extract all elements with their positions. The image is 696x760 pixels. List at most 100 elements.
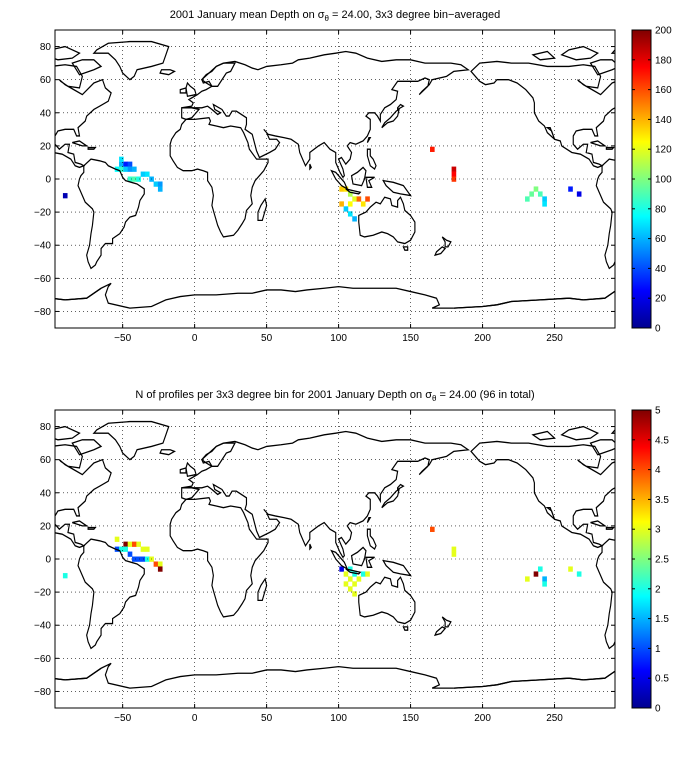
y-tick-label: −40 (34, 241, 51, 252)
colorbar-tick-label: 3 (655, 525, 661, 536)
y-tick-label: 60 (40, 455, 52, 466)
y-tick-label: −20 (34, 588, 51, 599)
data-cell (430, 146, 435, 152)
colorbar-tick-label: 0 (655, 704, 661, 715)
data-cell (132, 541, 137, 547)
chart-title: N of profiles per 3x3 degree bin for 200… (135, 389, 534, 403)
colorbar-tick-label: 3.5 (655, 495, 669, 506)
colorbar-tick-label: 2 (655, 584, 661, 595)
data-cell (339, 201, 344, 207)
colorbar-tick-label: 140 (655, 115, 672, 126)
x-tick-label: 0 (192, 713, 198, 724)
data-cell (62, 193, 68, 199)
x-tick-label: 0 (192, 333, 198, 344)
colorbar (632, 410, 651, 708)
colorbar-tick-label: 60 (655, 234, 667, 245)
data-cell (542, 196, 547, 202)
y-tick-label: 0 (45, 555, 51, 566)
y-tick-label: 40 (40, 108, 52, 119)
data-cell (127, 166, 133, 172)
data-cell (123, 546, 128, 552)
data-cell (352, 591, 357, 597)
colorbar-tick-label: 40 (655, 264, 667, 275)
data-cell (119, 166, 124, 172)
data-cell (119, 156, 124, 162)
data-cell (153, 181, 159, 187)
data-cell (157, 186, 163, 192)
data-cell (356, 576, 362, 582)
data-cell (542, 576, 547, 582)
data-cell (136, 556, 141, 562)
colorbar-tick-label: 80 (655, 204, 667, 215)
colorbar-tick-label: 4 (655, 465, 661, 476)
chart-panel-2: N of profiles per 3x3 degree bin for 200… (34, 389, 669, 724)
data-cell (525, 196, 530, 202)
data-cell (451, 176, 457, 182)
colorbar-tick-label: 5 (655, 406, 661, 417)
coastline-map (55, 420, 615, 689)
data-cell (140, 171, 146, 177)
data-cell (360, 201, 366, 207)
data-cell (127, 176, 133, 182)
x-tick-label: −50 (114, 713, 131, 724)
data-cell (365, 196, 370, 202)
colorbar-tick-label: 200 (655, 26, 672, 37)
data-cell (123, 166, 128, 172)
data-cell (157, 566, 163, 572)
coastline-map (55, 40, 615, 309)
data-cell (542, 201, 547, 207)
y-tick-label: 20 (40, 521, 52, 532)
x-tick-label: 50 (261, 713, 273, 724)
data-cell (343, 581, 349, 587)
data-cell (430, 526, 435, 532)
data-cell (451, 546, 457, 552)
chart-panel-1: 2001 January mean Depth on σθ = 24.00, 3… (34, 9, 672, 344)
data-cell (347, 576, 353, 582)
y-tick-label: 60 (40, 75, 52, 86)
data-cell (352, 571, 357, 577)
y-tick-label: 20 (40, 141, 52, 152)
data-cell (451, 551, 457, 557)
y-tick-label: 80 (40, 422, 52, 433)
data-cell (537, 191, 543, 197)
colorbar-tick-label: 160 (655, 85, 672, 96)
data-cell (576, 571, 582, 577)
y-tick-label: 40 (40, 488, 52, 499)
data-cell (140, 546, 146, 552)
x-tick-label: 250 (546, 713, 563, 724)
data-cell (360, 571, 366, 577)
data-cell (533, 186, 539, 192)
data-cell (123, 541, 128, 547)
y-tick-label: 80 (40, 42, 52, 53)
data-cell (132, 166, 137, 172)
data-cell (157, 181, 163, 187)
data-cell (356, 196, 362, 202)
data-cell (568, 566, 573, 572)
data-cell (62, 573, 68, 579)
colorbar-tick-label: 4.5 (655, 435, 669, 446)
data-cell (114, 536, 120, 542)
data-cell (127, 541, 133, 547)
colorbar-tick-label: 2.5 (655, 555, 669, 566)
data-cell (542, 581, 547, 587)
colorbar-tick-label: 0 (655, 324, 661, 335)
data-cell (576, 191, 582, 197)
x-tick-label: 200 (474, 713, 491, 724)
data-cell (347, 191, 353, 197)
data-cell (533, 571, 539, 577)
data-cell (136, 176, 141, 182)
colorbar-tick-label: 1 (655, 644, 661, 655)
x-tick-label: 50 (261, 333, 273, 344)
data-cell (119, 546, 124, 552)
data-cell (123, 161, 128, 167)
data-cell (119, 161, 124, 167)
data-cell (529, 191, 534, 197)
y-tick-label: 0 (45, 175, 51, 186)
data-cell (144, 171, 150, 177)
y-tick-label: −80 (34, 687, 51, 698)
x-tick-label: 250 (546, 333, 563, 344)
x-tick-label: 100 (330, 713, 347, 724)
x-tick-label: −50 (114, 333, 131, 344)
data-cell (343, 571, 349, 577)
